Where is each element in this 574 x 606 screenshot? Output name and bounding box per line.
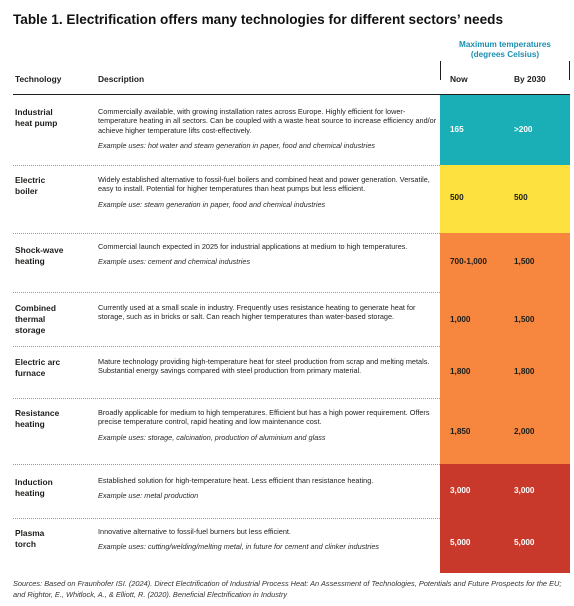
temp-by-2030: 2,000 — [514, 427, 535, 436]
technology-name-line: Shock-wave — [15, 245, 64, 255]
technology-name-line: Resistance — [15, 408, 60, 418]
table-row: Shock-wave heating Commercial launch expec… — [13, 233, 570, 293]
temperature-cell: 1,000 1,500 — [440, 292, 570, 346]
temp-by-2030: 1,500 — [514, 315, 535, 324]
technology-name: Combined thermal storage — [15, 303, 87, 336]
example-uses: Example use: steam generation in paper, … — [98, 199, 326, 209]
description: Commercially available, with growing ins… — [98, 107, 438, 150]
temperature-cell: 5,000 5,000 — [440, 518, 570, 573]
example-uses: Example uses: cement and chemical indust… — [98, 257, 251, 267]
table-row: Industrial heat pump Commercially availabl… — [13, 95, 570, 166]
description: Widely established alternative to fossil… — [98, 175, 438, 209]
example-uses: Example uses: hot water and steam genera… — [98, 140, 376, 150]
temp-now: 3,000 — [450, 486, 471, 495]
description-text: Broadly applicable for medium to high te… — [98, 408, 430, 427]
column-divider-right — [569, 61, 570, 80]
temp-by-2030: 3,000 — [514, 486, 535, 495]
description: Established solution for high-temperatur… — [98, 476, 438, 501]
col-header-description: Description — [98, 74, 145, 84]
technology-name-line: heating — [15, 419, 45, 429]
technology-name: Plasma torch — [15, 528, 87, 550]
col-header-by-2030: By 2030 — [514, 74, 546, 84]
temp-now: 1,000 — [450, 315, 471, 324]
col-header-technology: Technology — [15, 74, 62, 84]
technology-name-line: Combined — [15, 303, 56, 313]
temperature-cell: 500 500 — [440, 165, 570, 233]
header-rule — [13, 94, 570, 95]
temp-by-2030: 1,800 — [514, 367, 535, 376]
temp-now: 500 — [450, 193, 464, 202]
description-text: Commercially available, with growing ins… — [98, 107, 437, 135]
example-uses: Example use: metal production — [98, 491, 199, 501]
column-divider-left — [440, 61, 441, 80]
technology-name: Resistance heating — [15, 408, 87, 430]
technology-name-line: Electric — [15, 175, 46, 185]
temp-by-2030: 1,500 — [514, 257, 535, 266]
description-text: Widely established alternative to fossil… — [98, 175, 430, 194]
temp-by-2030: 500 — [514, 193, 528, 202]
temp-now: 1,850 — [450, 427, 471, 436]
temp-now: 1,800 — [450, 367, 471, 376]
technology-name-line: storage — [15, 325, 46, 335]
table-row: Combined thermal storage Currently used at … — [13, 292, 570, 347]
table-row: Induction heating Established solution for… — [13, 464, 570, 519]
technology-name: Industrial heat pump — [15, 107, 87, 129]
description: Innovative alternative to fossil-fuel bu… — [98, 527, 438, 552]
sources-note: Sources: Based on Fraunhofer ISI. (2024)… — [13, 579, 562, 599]
description-text: Innovative alternative to fossil-fuel bu… — [98, 527, 291, 536]
technology-name-line: torch — [15, 539, 36, 549]
table-title: Table 1. Electrification offers many tec… — [13, 12, 504, 27]
technology-name: Electric arc furnace — [15, 357, 87, 379]
description-text: Established solution for high-temperatur… — [98, 476, 374, 485]
temperature-cell: 165 >200 — [440, 95, 570, 165]
technology-name-line: heating — [15, 256, 45, 266]
col-header-now: Now — [450, 74, 468, 84]
description-text: Mature technology providing high-tempera… — [98, 357, 430, 376]
table-row: Plasma torch Innovative alternative to fos… — [13, 518, 570, 573]
example-uses: Example uses: storage, calcination, prod… — [98, 432, 326, 442]
technology-name: Electric boiler — [15, 175, 87, 197]
temperature-cell: 1,850 2,000 — [440, 398, 570, 464]
temp-now: 165 — [450, 125, 464, 134]
max-temp-header-line2: (degrees Celsius) — [470, 50, 540, 59]
example-uses: Example uses: cutting/welding/melting me… — [98, 542, 380, 552]
technology-name-line: Electric arc — [15, 357, 61, 367]
table-row: Electric arc furnace Mature technology pro… — [13, 346, 570, 399]
temp-now: 5,000 — [450, 538, 471, 547]
description: Mature technology providing high-tempera… — [98, 357, 438, 376]
temp-by-2030: 5,000 — [514, 538, 535, 547]
technology-name-line: Industrial — [15, 107, 53, 117]
temperature-cell: 3,000 3,000 — [440, 464, 570, 518]
technology-name: Shock-wave heating — [15, 245, 87, 267]
temperature-cell: 700-1,000 1,500 — [440, 233, 570, 292]
description-text: Commercial launch expected in 2025 for i… — [98, 242, 408, 251]
technology-name-line: thermal — [15, 314, 46, 324]
technology-name-line: boiler — [15, 186, 38, 196]
description: Broadly applicable for medium to high te… — [98, 408, 438, 442]
temp-by-2030: >200 — [514, 125, 533, 134]
max-temp-header: Maximum temperatures (degrees Celsius) — [440, 40, 570, 60]
technology-name-line: heating — [15, 488, 45, 498]
description: Commercial launch expected in 2025 for i… — [98, 242, 438, 267]
table-row: Resistance heating Broadly applicable for … — [13, 398, 570, 465]
temp-now: 700-1,000 — [450, 257, 487, 266]
max-temp-header-line1: Maximum temperatures — [459, 40, 551, 49]
table-row: Electric boiler Widely established alterna… — [13, 165, 570, 234]
description-text: Currently used at a small scale in indus… — [98, 303, 416, 322]
description: Currently used at a small scale in indus… — [98, 303, 438, 322]
technology-name: Induction heating — [15, 477, 87, 499]
technology-name-line: heat pump — [15, 118, 58, 128]
technology-name-line: Induction — [15, 477, 53, 487]
temperature-cell: 1,800 1,800 — [440, 346, 570, 398]
technology-name-line: Plasma — [15, 528, 45, 538]
technology-name-line: furnace — [15, 368, 46, 378]
